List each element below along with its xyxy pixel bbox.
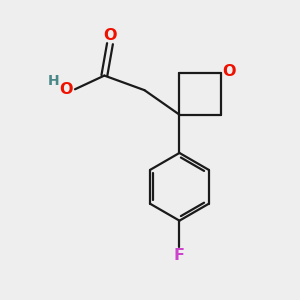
Text: O: O (59, 82, 72, 98)
Text: O: O (103, 28, 117, 43)
Text: O: O (222, 64, 236, 80)
Text: H: H (48, 74, 60, 88)
Text: F: F (174, 248, 185, 263)
